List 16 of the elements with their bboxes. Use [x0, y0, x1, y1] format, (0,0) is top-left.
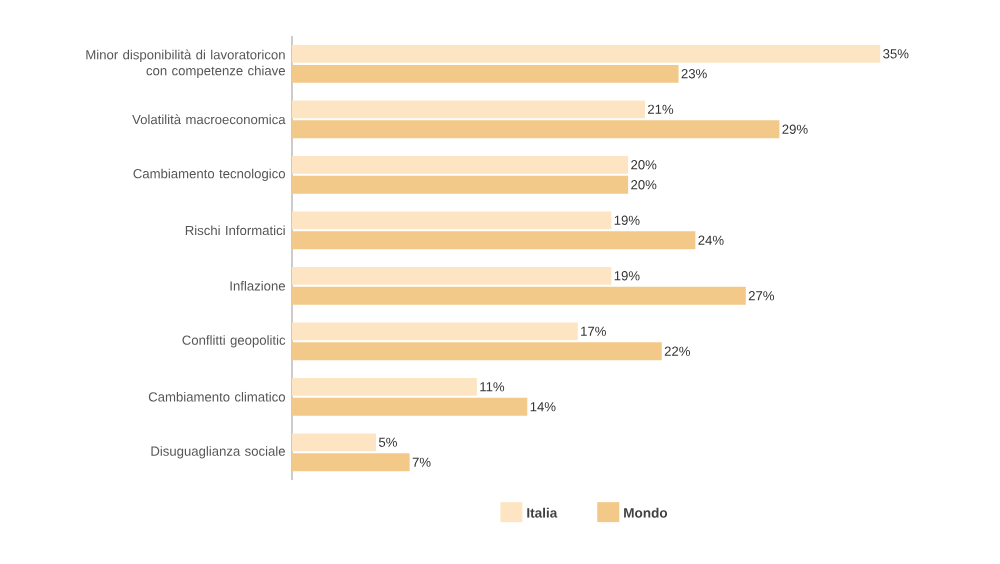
- bar: [292, 100, 645, 119]
- bar: [292, 322, 578, 341]
- bar: [292, 120, 780, 139]
- bar: [292, 433, 377, 452]
- bar: [292, 342, 662, 361]
- bar: [292, 377, 477, 396]
- bar: [292, 155, 629, 174]
- bar: [292, 44, 881, 63]
- bar: [292, 211, 612, 230]
- bar: [292, 175, 629, 194]
- bar: [292, 397, 528, 416]
- bar: [292, 266, 612, 285]
- bar: [292, 231, 696, 250]
- bar: [292, 286, 746, 305]
- bar: [292, 453, 410, 472]
- bar: [292, 64, 679, 83]
